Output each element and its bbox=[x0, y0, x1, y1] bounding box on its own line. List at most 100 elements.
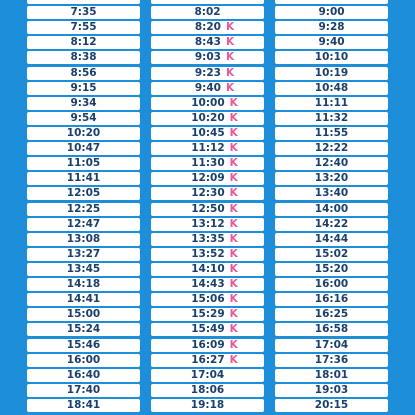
time-cell: 17:04 bbox=[151, 368, 264, 382]
time-cell: 8:33 bbox=[275, 0, 388, 4]
time-cell: 7:35 bbox=[151, 0, 264, 4]
departure-time: 14:00 bbox=[314, 202, 349, 215]
time-cell: 14:44 bbox=[275, 232, 388, 246]
departure-time: 16:27 bbox=[191, 353, 225, 366]
departure-time: 13:27 bbox=[66, 247, 101, 260]
departure-time: 15:02 bbox=[314, 247, 349, 260]
time-cell: 13:52 K bbox=[151, 247, 264, 261]
departure-time: 12:25 bbox=[66, 202, 101, 215]
time-cell: 15:46 bbox=[27, 338, 140, 352]
departure-time: 9:40 bbox=[194, 81, 221, 94]
k-marker: K bbox=[225, 81, 235, 94]
departure-time: 16:16 bbox=[314, 293, 349, 306]
departure-time: 11:55 bbox=[314, 126, 349, 139]
time-cell: 15:24 bbox=[27, 323, 140, 337]
time-cell: 13:08 bbox=[27, 232, 140, 246]
time-cell: 9:40 bbox=[275, 36, 388, 50]
departure-time: 7:55 bbox=[70, 21, 97, 34]
k-marker: K bbox=[229, 111, 238, 124]
departure-time: 9:54 bbox=[70, 111, 97, 124]
time-cell: 16:00 bbox=[27, 353, 140, 367]
time-cell: 9:03 K bbox=[151, 51, 264, 65]
time-cell: 10:45 K bbox=[151, 126, 264, 140]
k-marker: K bbox=[225, 21, 235, 34]
time-cell: 8:20 K bbox=[151, 21, 264, 35]
departure-time: 8:02 bbox=[194, 6, 221, 19]
time-cell: 15:00 bbox=[27, 308, 140, 322]
departure-time: 9:40 bbox=[318, 36, 345, 49]
departure-time: 13:08 bbox=[66, 232, 101, 245]
departure-time: 9:23 bbox=[194, 66, 221, 79]
departure-time: 7:35 bbox=[194, 0, 220, 4]
time-cell: 8:02 bbox=[151, 6, 264, 20]
time-cell: 10:00 K bbox=[151, 96, 264, 110]
departure-time: 15:20 bbox=[314, 262, 349, 275]
departure-time: 11:32 bbox=[314, 111, 349, 124]
departure-time: 12:09 bbox=[191, 172, 225, 185]
departure-time: 13:40 bbox=[314, 187, 349, 200]
timetable-column-2: 7:358:028:20K8:43K9:03K9:23K9:40K10:00K1… bbox=[151, 0, 264, 414]
time-cell: 9:54 bbox=[27, 111, 140, 125]
departure-time: 12:40 bbox=[314, 157, 349, 170]
departure-time: 16:40 bbox=[66, 368, 101, 381]
time-cell: 10:47 bbox=[27, 142, 140, 156]
time-cell: 13:12 K bbox=[151, 217, 264, 231]
time-cell: 10:48 bbox=[275, 81, 388, 95]
k-marker: K bbox=[229, 96, 238, 109]
time-cell: 15:29 K bbox=[151, 308, 264, 322]
time-cell: 13:27 bbox=[27, 247, 140, 261]
departure-time: 19:18 bbox=[190, 398, 225, 411]
time-cell: 14:43 K bbox=[151, 278, 264, 292]
departure-time: 10:47 bbox=[66, 142, 101, 155]
time-cell: 8:38 bbox=[27, 51, 140, 65]
time-cell: 8:12 bbox=[27, 36, 140, 50]
time-cell: 16:25 bbox=[275, 308, 388, 322]
time-cell: 16:00 bbox=[275, 278, 388, 292]
time-cell: 16:40 bbox=[27, 368, 140, 382]
time-cell: 17:04 bbox=[275, 338, 388, 352]
time-cell: 12:25 bbox=[27, 202, 140, 216]
time-cell: 14:18 bbox=[27, 278, 140, 292]
time-cell: 14:00 bbox=[275, 202, 388, 216]
time-cell: 17:36 bbox=[275, 353, 388, 367]
departure-time: 18:06 bbox=[190, 383, 225, 396]
time-cell: 11:12 K bbox=[151, 142, 264, 156]
departure-time: 9:03 bbox=[194, 51, 221, 64]
time-cell: 7:11 bbox=[27, 0, 140, 4]
departure-time: 15:49 bbox=[191, 323, 225, 336]
k-marker: K bbox=[229, 278, 238, 291]
time-cell: 11:55 bbox=[275, 126, 388, 140]
time-cell: 13:20 bbox=[275, 172, 388, 186]
time-cell: 13:45 bbox=[27, 262, 140, 276]
time-cell: 10:20 bbox=[27, 126, 140, 140]
departure-time: 11:05 bbox=[66, 157, 101, 170]
departure-time: 16:09 bbox=[191, 338, 225, 351]
departure-time: 16:25 bbox=[314, 308, 349, 321]
time-cell: 13:35 K bbox=[151, 232, 264, 246]
departure-time: 10:00 bbox=[191, 96, 225, 109]
time-cell: 20:15 bbox=[275, 398, 388, 412]
k-marker: K bbox=[225, 66, 235, 79]
time-cell: 11:11 bbox=[275, 96, 388, 110]
departure-time: 10:19 bbox=[314, 66, 349, 79]
departure-time: 10:48 bbox=[314, 81, 349, 94]
departure-time: 8:43 bbox=[194, 36, 221, 49]
time-cell: 18:06 bbox=[151, 383, 264, 397]
time-cell: 11:05 bbox=[27, 157, 140, 171]
departure-time: 15:24 bbox=[66, 323, 101, 336]
departure-time: 15:29 bbox=[191, 308, 225, 321]
departure-time: 20:15 bbox=[314, 398, 349, 411]
time-cell: 10:20 K bbox=[151, 111, 264, 125]
time-cell: 11:32 bbox=[275, 111, 388, 125]
departure-time: 16:00 bbox=[314, 278, 349, 291]
time-cell: 12:47 bbox=[27, 217, 140, 231]
departure-time: 13:12 bbox=[191, 217, 225, 230]
departure-time: 8:12 bbox=[70, 36, 97, 49]
time-cell: 9:23 K bbox=[151, 66, 264, 80]
departure-time: 10:20 bbox=[66, 126, 101, 139]
time-cell: 11:30 K bbox=[151, 157, 264, 171]
departure-time: 14:10 bbox=[191, 262, 225, 275]
time-cell: 12:09 K bbox=[151, 172, 264, 186]
k-marker: K bbox=[229, 232, 238, 245]
